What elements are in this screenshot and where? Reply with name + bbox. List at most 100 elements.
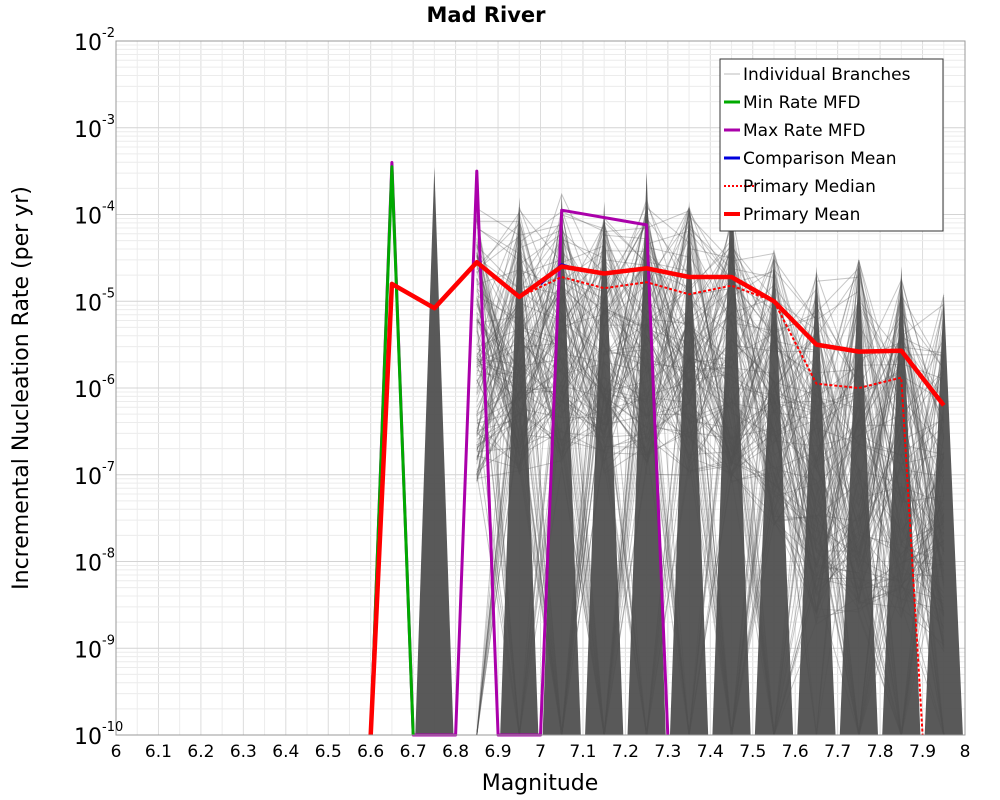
branch-line (476, 245, 944, 736)
branch-line (476, 219, 945, 736)
branch-spike (415, 166, 454, 736)
y-tick-exponent: -9 (102, 633, 115, 648)
y-tick-base: 10 (74, 378, 102, 403)
branch-line (476, 248, 944, 578)
branch-line (476, 285, 944, 503)
y-tick-exponent: -7 (102, 460, 115, 475)
y-tick-label: 10-8 (74, 547, 115, 577)
x-tick-label: 6 (111, 742, 122, 762)
branch-spike (882, 266, 921, 735)
branch-line (476, 258, 945, 519)
branch-line (476, 231, 945, 736)
branch-line (476, 268, 945, 464)
branch-line (476, 258, 945, 619)
branch-line (476, 226, 945, 736)
branch-line (476, 324, 945, 736)
branch-line (476, 210, 945, 736)
x-tick-label: 7.6 (782, 742, 809, 762)
branch-line (476, 244, 945, 736)
branch-line (476, 241, 945, 736)
y-tick-label: 10-5 (74, 286, 115, 316)
x-tick-label: 7.8 (867, 742, 894, 762)
branch-spike (924, 292, 963, 735)
branch-line (476, 291, 945, 580)
branch-line (476, 230, 945, 615)
branch-line (476, 219, 945, 736)
branch-line (476, 270, 945, 736)
y-tick-base: 10 (74, 552, 102, 577)
y-tick-base: 10 (74, 638, 102, 663)
branch-line (476, 250, 945, 736)
series-lines (368, 161, 946, 737)
x-tick-label: 8 (960, 742, 971, 762)
y-tick-exponent: -3 (102, 113, 115, 128)
branch-line (476, 229, 944, 736)
y-tick-base: 10 (74, 725, 102, 750)
branch-line (476, 283, 945, 736)
legend-label: Max Rate MFD (743, 121, 865, 141)
branch-line (476, 193, 945, 596)
y-axis-label: Incremental Nucleation Rate (per yr) (9, 186, 34, 590)
x-tick-label: 7.9 (909, 742, 936, 762)
branch-spike (585, 201, 624, 736)
branch-line (476, 245, 945, 736)
branch-line (476, 303, 945, 736)
branch-line (476, 277, 945, 736)
branch-line (476, 215, 945, 610)
branch-line (476, 288, 945, 603)
branch-line (476, 225, 945, 614)
branch-line (476, 239, 945, 465)
legend-box (719, 58, 944, 232)
legend-label: Individual Branches (743, 65, 911, 85)
branch-line (476, 292, 945, 736)
branch-line (476, 280, 945, 560)
x-tick-label: 7 (535, 742, 546, 762)
chart-title: Mad River (426, 3, 546, 27)
branch-line (476, 211, 945, 736)
branch-line (476, 298, 945, 546)
branch-line (476, 326, 945, 736)
branch-line (476, 218, 945, 572)
y-tick-exponent: -5 (102, 286, 115, 301)
branch-spike (754, 249, 794, 735)
branch-line (476, 247, 945, 616)
x-tick-label: 7.3 (654, 742, 681, 762)
branch-line (476, 254, 945, 736)
branch-line (476, 247, 945, 736)
branch-line (476, 230, 945, 617)
y-tick-label: 10-4 (74, 200, 115, 230)
x-tick-label: 7.1 (569, 742, 596, 762)
x-tick-label: 6.4 (272, 742, 299, 762)
x-tick-label: 7.5 (739, 742, 766, 762)
branch-line (476, 206, 945, 736)
y-tick-base: 10 (74, 291, 102, 316)
branch-line (476, 232, 945, 736)
branch-line (476, 245, 945, 736)
branch-line (476, 283, 945, 736)
branch-line (476, 259, 944, 612)
branch-line (476, 249, 945, 736)
branch-line (476, 269, 945, 736)
branch-line (476, 209, 945, 736)
branch-spike (627, 171, 666, 735)
branch-line (476, 245, 945, 736)
branch-line (476, 208, 945, 736)
branch-line (476, 241, 945, 736)
branch-line (476, 326, 945, 736)
branch-spike (669, 201, 709, 736)
branch-spike (839, 257, 878, 735)
branch-line (476, 222, 945, 736)
x-tick-label: 6.9 (485, 742, 512, 762)
branch-line (476, 216, 945, 616)
branch-line (476, 232, 945, 603)
branch-line (476, 229, 945, 736)
plot-area (115, 40, 966, 737)
branch-line (476, 210, 944, 568)
legend-label: Primary Mean (743, 205, 860, 225)
branch-line (476, 238, 944, 736)
y-tick-label: 10-9 (74, 633, 115, 663)
branch-line (476, 212, 945, 581)
x-tick-label: 7.7 (824, 742, 851, 762)
branch-line (476, 207, 945, 736)
